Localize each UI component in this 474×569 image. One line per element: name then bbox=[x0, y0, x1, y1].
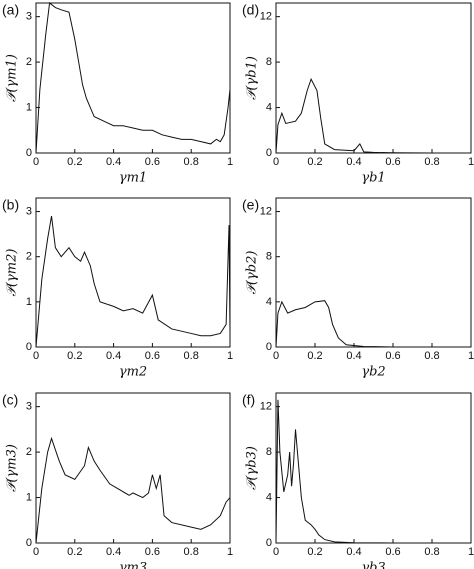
y-tick-label: 3 bbox=[26, 205, 32, 217]
x-tick-label: 1 bbox=[468, 156, 474, 168]
x-tick-label: 0 bbox=[273, 156, 279, 168]
x-tick-label: 0.8 bbox=[424, 156, 439, 168]
y-tick-label: 2 bbox=[26, 446, 32, 458]
x-tick-label: 1 bbox=[227, 546, 233, 558]
panel-label: (a) bbox=[2, 2, 19, 18]
x-tick-label: 0.2 bbox=[307, 156, 322, 168]
x-tick-label: 0.6 bbox=[145, 350, 160, 362]
y-tick-label: 8 bbox=[266, 446, 272, 458]
x-tick-label: 0.2 bbox=[307, 350, 322, 362]
x-tick-label: 0.2 bbox=[67, 156, 82, 168]
data-line bbox=[35, 2, 231, 154]
y-tick-label: 4 bbox=[266, 491, 272, 503]
y-tick-label: 3 bbox=[26, 401, 32, 413]
y-tick-label: 1 bbox=[26, 491, 32, 503]
data-line bbox=[275, 77, 471, 154]
y-tick-label: 0 bbox=[26, 537, 32, 549]
x-axis-label: γm2 bbox=[119, 365, 147, 380]
x-tick-label: 0 bbox=[273, 350, 279, 362]
x-tick-label: 1 bbox=[468, 546, 474, 558]
x-tick-label: 0 bbox=[33, 350, 39, 362]
y-tick-label: 2 bbox=[26, 56, 32, 68]
y-tick-label: 0 bbox=[266, 341, 272, 353]
plot-frame bbox=[275, 2, 472, 154]
x-tick-label: 0 bbox=[273, 546, 279, 558]
x-axis-label: γm1 bbox=[119, 171, 147, 186]
x-tick-label: 0.2 bbox=[67, 546, 82, 558]
y-tick-label: 0 bbox=[26, 147, 32, 159]
x-axis-label: γm3 bbox=[119, 561, 147, 569]
y-axis-label: 𝒫(γb1) bbox=[245, 56, 260, 100]
y-tick-label: 0 bbox=[266, 537, 272, 549]
panel-label: (f) bbox=[242, 392, 255, 408]
x-tick-label: 0.6 bbox=[385, 350, 400, 362]
data-line bbox=[275, 399, 471, 544]
y-tick-label: 0 bbox=[266, 147, 272, 159]
y-tick-label: 4 bbox=[266, 101, 272, 113]
plot-frame bbox=[275, 197, 472, 348]
y-tick-label: 1 bbox=[26, 296, 32, 308]
panel-label: (e) bbox=[242, 197, 259, 213]
x-tick-label: 0.4 bbox=[106, 350, 121, 362]
y-tick-label: 2 bbox=[26, 251, 32, 263]
y-axis-label: 𝒫(γb3) bbox=[245, 446, 260, 490]
x-tick-label: 0.2 bbox=[307, 546, 322, 558]
x-axis-label: γb2 bbox=[361, 365, 385, 380]
plot-frame bbox=[35, 197, 231, 348]
x-tick-label: 1 bbox=[227, 350, 233, 362]
data-line bbox=[35, 215, 231, 348]
x-tick-label: 0 bbox=[33, 546, 39, 558]
x-axis-label: γb1 bbox=[361, 171, 385, 186]
panel-label: (d) bbox=[242, 2, 259, 18]
y-tick-label: 0 bbox=[26, 341, 32, 353]
x-tick-label: 0.6 bbox=[385, 156, 400, 168]
x-tick-label: 1 bbox=[468, 350, 474, 362]
x-tick-label: 0.8 bbox=[184, 156, 199, 168]
x-tick-label: 0.8 bbox=[184, 546, 199, 558]
y-tick-label: 3 bbox=[26, 11, 32, 23]
x-tick-label: 0.8 bbox=[184, 350, 199, 362]
y-tick-label: 12 bbox=[260, 11, 272, 23]
x-tick-label: 0.4 bbox=[106, 546, 121, 558]
x-tick-label: 0.6 bbox=[145, 546, 160, 558]
y-tick-label: 12 bbox=[260, 401, 272, 413]
data-line bbox=[275, 300, 471, 348]
y-axis-label: 𝒫(γm1) bbox=[5, 54, 20, 102]
x-tick-label: 0.8 bbox=[424, 350, 439, 362]
y-tick-label: 8 bbox=[266, 56, 272, 68]
y-axis-label: 𝒫(γm3) bbox=[5, 444, 20, 492]
y-tick-label: 4 bbox=[266, 296, 272, 308]
y-tick-label: 12 bbox=[260, 205, 272, 217]
panel-label: (c) bbox=[2, 392, 18, 408]
y-axis-label: 𝒫(γb2) bbox=[245, 251, 260, 295]
x-tick-label: 0.8 bbox=[424, 546, 439, 558]
x-tick-label: 0.4 bbox=[346, 546, 361, 558]
x-tick-label: 0.6 bbox=[145, 156, 160, 168]
plot-frame bbox=[35, 2, 231, 154]
data-line bbox=[35, 436, 231, 544]
plot-frame bbox=[35, 392, 231, 544]
x-tick-label: 0.4 bbox=[346, 156, 361, 168]
y-tick-label: 8 bbox=[266, 251, 272, 263]
x-axis-label: γb3 bbox=[361, 561, 385, 569]
y-tick-label: 1 bbox=[26, 101, 32, 113]
y-axis-label: 𝒫(γm2) bbox=[5, 249, 20, 297]
x-tick-label: 0.2 bbox=[67, 350, 82, 362]
x-tick-label: 1 bbox=[227, 156, 233, 168]
panel-label: (b) bbox=[2, 197, 19, 213]
x-tick-label: 0 bbox=[33, 156, 39, 168]
x-tick-label: 0.6 bbox=[385, 546, 400, 558]
x-tick-label: 0.4 bbox=[106, 156, 121, 168]
x-tick-label: 0.4 bbox=[346, 350, 361, 362]
